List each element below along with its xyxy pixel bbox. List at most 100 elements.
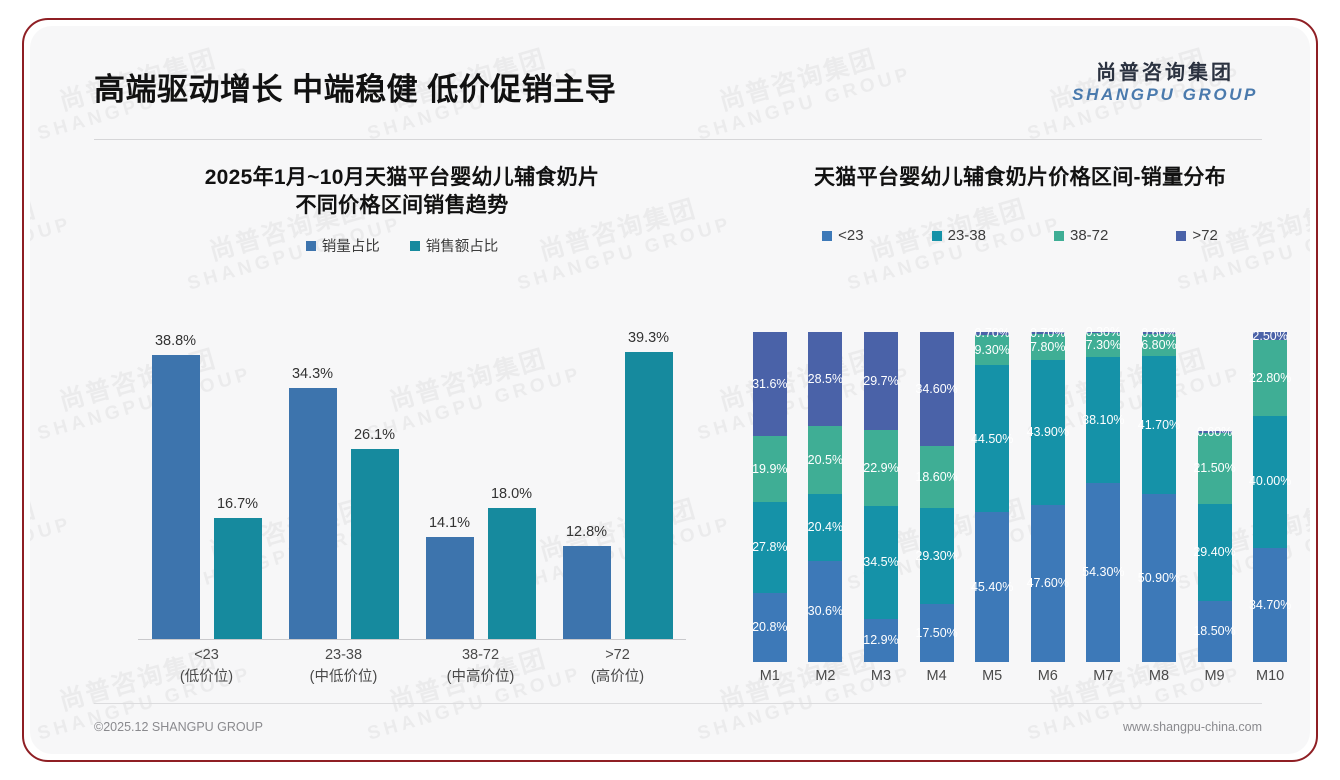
stack-column-M10: 34.70% 40.00% 22.80% 2.50% (1242, 330, 1298, 662)
stack-segment-<23-M7[interactable]: 54.30% (1082, 482, 1125, 662)
legend-item-销售额占比[interactable]: 销售额占比 (409, 235, 498, 256)
bar-销量占比->72[interactable]: 12.8% (562, 524, 611, 640)
stack-segment-23-38-M10[interactable]: 40.00% (1249, 415, 1291, 548)
legend-item-38-72[interactable]: 38-72 (1054, 227, 1108, 244)
stack-segment-<23-M8[interactable]: 50.90% (1138, 494, 1180, 662)
stack-segment-label: 40.00% (1248, 474, 1292, 489)
legend-swatch-icon (1176, 230, 1187, 241)
legend-label: 销量占比 (321, 239, 380, 256)
stacked-bar-M3[interactable]: 12.9% 34.5% 22.9% 29.7% (863, 332, 899, 662)
header-divider (94, 139, 1262, 140)
stack-segment-label: 27.8% (752, 540, 788, 555)
legend-item-<23[interactable]: <23 (822, 227, 864, 245)
stack-segment-38-72-M4[interactable]: 18.60% (915, 446, 958, 508)
stacked-bar-M6[interactable]: 47.60% 43.90% 7.80% 0.70% (1027, 327, 1069, 662)
stack-segment-label: 20.4% (807, 520, 844, 535)
stack-segment-38-72-M5[interactable]: 9.30% (974, 334, 1010, 366)
stacked-bar-M8[interactable]: 50.90% 41.70% 6.80% 0.60% (1138, 327, 1180, 662)
stack-segment-<23-M5[interactable]: 45.40% (971, 512, 1013, 662)
bar-slot: 39.3% (624, 310, 673, 640)
x-tick-M10: M10 (1256, 668, 1285, 684)
stacked-bar-M4[interactable]: 17.50% 29.30% 18.60% 34.60% (915, 332, 958, 662)
bar-销售额占比-38-72[interactable]: 18.0% (487, 486, 536, 640)
stack-segment-label: 45.40% (970, 579, 1014, 594)
stack-segment-23-38-M8[interactable]: 41.70% (1138, 356, 1180, 495)
stack-segment-label: 41.70% (1137, 417, 1181, 432)
stacked-bar-columns: 20.8% 27.8% 19.9% 31.6% 30.6% 20.4% 20.5% 28.5%… (742, 326, 1298, 662)
stack-segment-38-72-M6[interactable]: 7.80% (1030, 334, 1066, 361)
stack-segment->72-M8[interactable]: 0.60% (1141, 327, 1176, 339)
stack-segment-label: 0.70% (1030, 325, 1066, 340)
x-tick-M7: M7 (1093, 668, 1114, 684)
stack-segment->72-M9[interactable]: 0.60% (1197, 426, 1232, 438)
stack-segment-38-72-M3[interactable]: 22.9% (863, 430, 899, 506)
stack-segment-<23-M3[interactable]: 12.9% (863, 619, 899, 662)
stacked-bar-M1[interactable]: 20.8% 27.8% 19.9% 31.6% (752, 332, 788, 662)
stack-segment-38-72-M10[interactable]: 22.80% (1249, 340, 1291, 416)
stack-segment-38-72-M7[interactable]: 7.30% (1086, 333, 1121, 358)
stack-segment-label: 54.30% (1082, 565, 1125, 580)
stack-segment-23-38-M7[interactable]: 38.10% (1082, 357, 1125, 483)
x-tick-sublabel: (低价位) (179, 669, 234, 686)
x-tick->72: >72 (高价位) (549, 644, 686, 689)
stack-segment-23-38-M1[interactable]: 27.8% (752, 501, 788, 594)
stack-segment-38-72-M1[interactable]: 19.9% (752, 436, 788, 502)
stack-segment-<23-M4[interactable]: 17.50% (915, 604, 958, 662)
legend-item-23-38[interactable]: 23-38 (931, 227, 986, 244)
stack-segment->72-M1[interactable]: 31.6% (752, 332, 788, 437)
stack-segment->72-M4[interactable]: 34.60% (915, 332, 958, 447)
stack-segment-<23-M2[interactable]: 30.6% (808, 561, 843, 662)
stack-column-M9: 18.50% 29.40% 21.50% 0.60% (1187, 332, 1243, 662)
bar-group->72: 12.8% 39.3% (549, 310, 686, 640)
stack-segment-<23-M6[interactable]: 47.60% (1027, 504, 1069, 662)
stack-segment->72-M6[interactable]: 0.70% (1030, 327, 1065, 339)
stack-segment->72-M3[interactable]: 29.7% (863, 332, 899, 431)
stack-segment-<23-M9[interactable]: 18.50% (1193, 600, 1236, 662)
stack-segment-23-38-M4[interactable]: 29.30% (915, 507, 958, 605)
chart-legend-volume-distribution: <23 23-38 38-72 >72 (734, 226, 1306, 246)
stack-segment-label: 22.9% (863, 460, 899, 475)
bar-销售额占比->72[interactable]: 39.3% (624, 330, 673, 640)
stacked-bar-M10[interactable]: 34.70% 40.00% 22.80% 2.50% (1249, 330, 1291, 662)
charts-container: 2025年1月~10月天猫平台婴幼儿辅食奶片 不同价格区间销售趋势 销量占比 销售… (30, 144, 1310, 704)
x-tick-sublabel: (中低价位) (309, 669, 378, 686)
stacked-bar-M5[interactable]: 45.40% 44.50% 9.30% 0.70% (971, 327, 1013, 662)
stacked-bar-M9[interactable]: 18.50% 29.40% 21.50% 0.60% (1193, 332, 1236, 662)
stack-segment-23-38-M3[interactable]: 34.5% (863, 505, 899, 620)
legend-label: <23 (838, 227, 864, 245)
bar-销量占比-38-72[interactable]: 14.1% (425, 515, 474, 640)
stack-segment->72-M2[interactable]: 28.5% (808, 332, 843, 427)
legend-swatch-icon (822, 230, 833, 241)
legend-swatch-icon (305, 240, 316, 251)
stacked-bar-M2[interactable]: 30.6% 20.4% 20.5% 28.5% (807, 332, 844, 662)
chart-title-line-1: 2025年1月~10月天猫平台婴幼儿辅食奶片 (204, 166, 600, 189)
stack-segment-38-72-M8[interactable]: 6.80% (1141, 333, 1177, 357)
bar-销售额占比-<23[interactable]: 16.7% (213, 496, 262, 640)
bar-value-label: 38.8% (154, 333, 197, 350)
legend-item->72[interactable]: >72 (1176, 227, 1218, 244)
stack-segment-38-72-M2[interactable]: 20.5% (808, 426, 843, 494)
stack-segment-<23-M10[interactable]: 34.70% (1249, 547, 1291, 662)
stack-segment-38-72-M9[interactable]: 21.50% (1193, 433, 1236, 504)
x-tick-M1: M1 (759, 668, 780, 684)
stack-segment-label: 34.70% (1248, 597, 1292, 612)
stack-segment-label: 0.60% (1196, 424, 1233, 439)
stacked-bar-M7[interactable]: 54.30% 38.10% 7.30% 0.30% (1082, 326, 1125, 662)
stack-segment->72-M7[interactable]: 0.30% (1086, 326, 1121, 338)
bar-销量占比-23-38[interactable]: 34.3% (288, 366, 337, 640)
bar-value-label: 12.8% (565, 524, 608, 541)
slide-header: 高端驱动增长 中端稳健 低价促销主导 尚普咨询集团 SHANGPU GROUP (30, 26, 1310, 118)
stack-segment->72-M5[interactable]: 0.70% (974, 327, 1009, 339)
stack-segment-23-38-M2[interactable]: 20.4% (807, 493, 844, 562)
bar-销售额占比-23-38[interactable]: 26.1% (350, 427, 399, 640)
stack-segment-23-38-M9[interactable]: 29.40% (1193, 503, 1236, 601)
legend-item-销量占比[interactable]: 销量占比 (305, 235, 380, 256)
stack-segment->72-M10[interactable]: 2.50% (1252, 330, 1287, 342)
stack-segment-label: 50.90% (1137, 570, 1181, 585)
stack-segment-<23-M1[interactable]: 20.8% (752, 593, 788, 662)
stack-segment-23-38-M6[interactable]: 43.90% (1027, 360, 1069, 505)
stack-segment-23-38-M5[interactable]: 44.50% (971, 365, 1013, 513)
slide-footer: ©2025.12 SHANGPU GROUP www.shangpu-china… (94, 720, 1262, 734)
bar-销量占比-<23[interactable]: 38.8% (151, 333, 200, 640)
brand-logo: 尚普咨询集团 SHANGPU GROUP (1072, 62, 1258, 104)
